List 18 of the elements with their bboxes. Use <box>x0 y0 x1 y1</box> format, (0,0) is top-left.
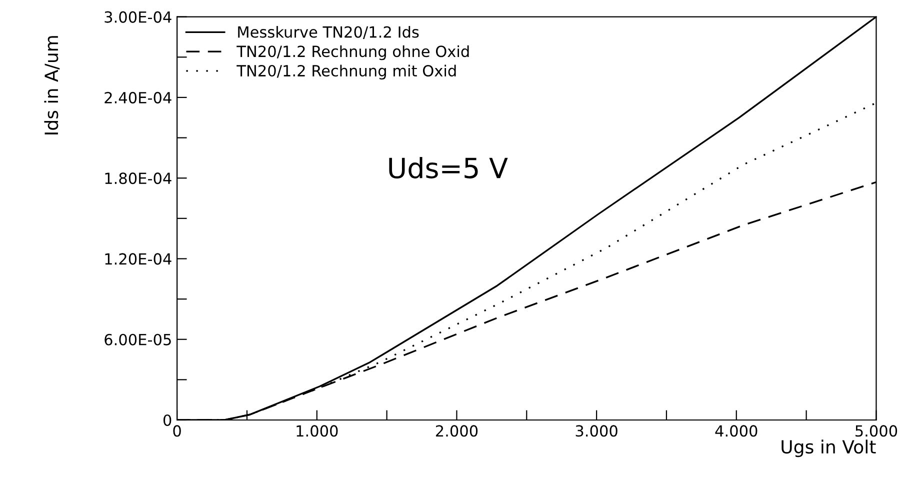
legend-label: Messkurve TN20/1.2 Ids <box>238 26 419 39</box>
x-tick-label: 5.000 <box>856 425 898 437</box>
x-tick-label: 3.000 <box>576 425 618 437</box>
x-axis-title: Ugs in Volt <box>782 440 876 458</box>
x-tick-label: 0 <box>173 425 181 437</box>
y-tick-label: 3.00E-04 <box>104 11 172 23</box>
legend-label: TN20/1.2 Rechnung ohne Oxid <box>236 45 469 60</box>
y-tick-label: 2.40E-04 <box>104 92 172 104</box>
y-axis-title: Ids in A/um <box>44 36 60 134</box>
y-tick-label: 1.80E-04 <box>105 172 172 184</box>
legend-label: TN20/1.2 Rechnung mit Oxid <box>236 64 456 80</box>
x-tick-label: 2.000 <box>436 425 478 437</box>
y-tick-label: 6.00E-05 <box>104 334 171 346</box>
annotation: Uds=5 V <box>389 156 508 178</box>
x-tick-label: 4.000 <box>715 425 758 437</box>
y-tick-label: 1.20E-04 <box>105 253 172 265</box>
y-tick-label: 0 <box>163 414 172 426</box>
x-tick-label: 1.000 <box>296 425 338 437</box>
